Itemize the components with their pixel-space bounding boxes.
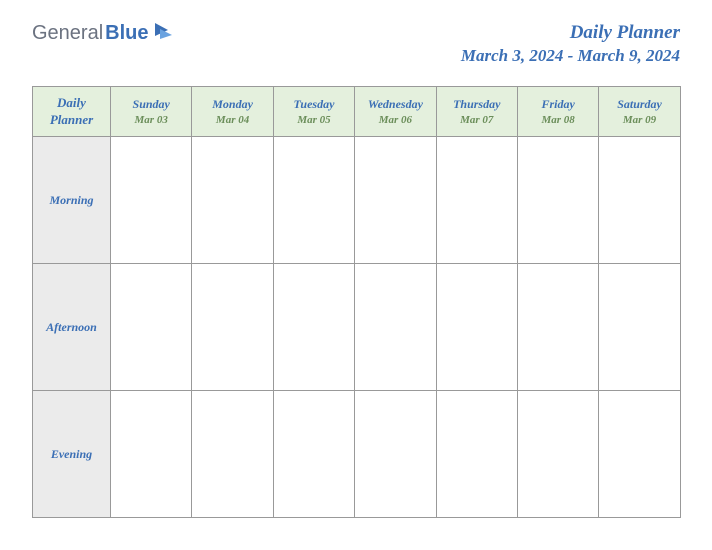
planner-cell[interactable]	[517, 137, 598, 264]
time-label: Morning	[49, 193, 93, 207]
time-label-cell-morning: Morning	[33, 137, 111, 264]
planner-cell[interactable]	[273, 391, 354, 518]
day-header-thursday: Thursday Mar 07	[436, 87, 517, 137]
corner-label-line2: Planner	[50, 112, 93, 127]
logo-text-blue: Blue	[105, 22, 148, 45]
planner-cell[interactable]	[599, 391, 680, 518]
row-afternoon: Afternoon	[33, 264, 681, 391]
time-label-cell-afternoon: Afternoon	[33, 264, 111, 391]
planner-cell[interactable]	[436, 137, 517, 264]
day-name: Friday	[518, 97, 598, 112]
planner-cell[interactable]	[192, 391, 273, 518]
corner-label-line1: Daily	[57, 95, 86, 110]
planner-cell[interactable]	[355, 264, 436, 391]
day-header-monday: Monday Mar 04	[192, 87, 273, 137]
title-block: Daily Planner March 3, 2024 - March 9, 2…	[461, 22, 680, 66]
day-date: Mar 05	[274, 114, 354, 126]
day-name: Thursday	[437, 97, 517, 112]
planner-cell[interactable]	[111, 264, 192, 391]
logo-text-general: General	[32, 22, 103, 45]
row-evening: Evening	[33, 391, 681, 518]
planner-table: Daily Planner Sunday Mar 03 Monday Mar 0…	[32, 86, 681, 518]
planner-cell[interactable]	[192, 137, 273, 264]
time-label: Afternoon	[46, 320, 97, 334]
planner-cell[interactable]	[599, 137, 680, 264]
day-header-sunday: Sunday Mar 03	[111, 87, 192, 137]
planner-cell[interactable]	[436, 391, 517, 518]
day-name: Monday	[192, 97, 272, 112]
planner-cell[interactable]	[192, 264, 273, 391]
planner-cell[interactable]	[599, 264, 680, 391]
planner-cell[interactable]	[111, 391, 192, 518]
planner-cell[interactable]	[517, 264, 598, 391]
day-header-tuesday: Tuesday Mar 05	[273, 87, 354, 137]
page-title: Daily Planner	[461, 22, 680, 44]
page-header: General Blue Daily Planner March 3, 2024…	[0, 0, 712, 78]
day-name: Wednesday	[355, 97, 435, 112]
planner-cell[interactable]	[436, 264, 517, 391]
day-header-wednesday: Wednesday Mar 06	[355, 87, 436, 137]
planner-cell[interactable]	[355, 391, 436, 518]
day-name: Sunday	[111, 97, 191, 112]
planner-cell[interactable]	[111, 137, 192, 264]
time-label: Evening	[51, 447, 92, 461]
day-date: Mar 06	[355, 114, 435, 126]
day-name: Tuesday	[274, 97, 354, 112]
day-date: Mar 09	[599, 114, 679, 126]
day-name: Saturday	[599, 97, 679, 112]
header-row: Daily Planner Sunday Mar 03 Monday Mar 0…	[33, 87, 681, 137]
corner-cell: Daily Planner	[33, 87, 111, 137]
planner-cell[interactable]	[273, 264, 354, 391]
row-morning: Morning	[33, 137, 681, 264]
logo: General Blue	[32, 22, 174, 45]
logo-flag-icon	[154, 22, 174, 45]
day-header-saturday: Saturday Mar 09	[599, 87, 680, 137]
planner-cell[interactable]	[355, 137, 436, 264]
date-range: March 3, 2024 - March 9, 2024	[461, 46, 680, 66]
time-label-cell-evening: Evening	[33, 391, 111, 518]
day-date: Mar 08	[518, 114, 598, 126]
day-date: Mar 07	[437, 114, 517, 126]
day-date: Mar 04	[192, 114, 272, 126]
planner-cell[interactable]	[517, 391, 598, 518]
day-date: Mar 03	[111, 114, 191, 126]
day-header-friday: Friday Mar 08	[517, 87, 598, 137]
planner-cell[interactable]	[273, 137, 354, 264]
